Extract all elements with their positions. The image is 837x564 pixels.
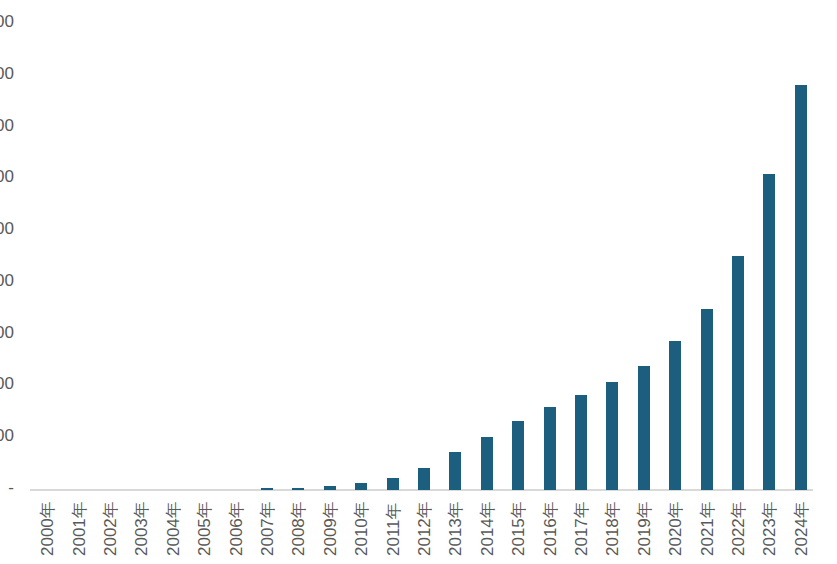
bar-2014年 bbox=[481, 437, 493, 490]
y-axis-tick-label: 00 bbox=[0, 11, 14, 33]
bar-2024年 bbox=[795, 85, 807, 490]
x-axis-tick-label: 2022年 bbox=[730, 501, 748, 556]
bar-2008年 bbox=[292, 488, 304, 490]
x-axis-tick-label: 2002年 bbox=[102, 501, 120, 556]
bar-2007年 bbox=[261, 488, 273, 490]
y-axis-tick-label: 00 bbox=[0, 166, 14, 188]
x-axis-tick-label: 2000年 bbox=[39, 501, 57, 556]
y-axis-tick-label: - bbox=[0, 477, 14, 499]
x-axis-tick-label: 2016年 bbox=[542, 501, 560, 556]
x-axis-tick-label: 2009年 bbox=[322, 501, 340, 556]
x-axis-tick-label: 2010年 bbox=[353, 501, 371, 556]
x-axis-tick-label: 2006年 bbox=[228, 501, 246, 556]
bar-2009年 bbox=[324, 486, 336, 490]
x-axis-tick-label: 2017年 bbox=[573, 501, 591, 556]
bar-2019年 bbox=[638, 366, 650, 490]
x-axis-tick-label: 2014年 bbox=[479, 501, 497, 556]
y-axis-tick-label: 00 bbox=[0, 218, 14, 240]
x-axis-tick-label: 2005年 bbox=[196, 501, 214, 556]
x-axis-tick-label: 2003年 bbox=[133, 501, 151, 556]
bar-2016年 bbox=[544, 407, 556, 490]
bar-2020年 bbox=[669, 341, 681, 490]
x-axis-tick-label: 2020年 bbox=[667, 501, 685, 556]
bar-2015年 bbox=[512, 421, 524, 490]
bar-2023年 bbox=[763, 174, 775, 490]
y-axis-tick-label: 00 bbox=[0, 322, 14, 344]
x-axis-tick-label: 2015年 bbox=[510, 501, 528, 556]
x-axis-tick-label: 2018年 bbox=[604, 501, 622, 556]
bar-2010年 bbox=[355, 483, 367, 490]
x-axis-tick-label: 2023年 bbox=[761, 501, 779, 556]
x-axis-tick-label: 2004年 bbox=[165, 501, 183, 556]
y-axis-tick-label: 00 bbox=[0, 425, 14, 447]
bar-2017年 bbox=[575, 395, 587, 490]
x-axis-tick-label: 2021年 bbox=[699, 501, 717, 556]
y-axis-tick-label: 00 bbox=[0, 270, 14, 292]
bar-chart: 00 00 00 00 00 00 00 00 00 - 2000年 2001年 2002年 2003年… bbox=[0, 0, 837, 564]
x-axis-tick-label: 2019年 bbox=[636, 501, 654, 556]
bar-2011年 bbox=[387, 478, 399, 490]
x-axis-tick-label: 2008年 bbox=[290, 501, 308, 556]
x-axis-tick-label: 2011年 bbox=[385, 502, 403, 556]
bar-2018年 bbox=[606, 382, 618, 490]
x-axis-tick-label: 2007年 bbox=[259, 501, 277, 556]
bar-2022年 bbox=[732, 256, 744, 490]
y-axis-tick-label: 00 bbox=[0, 63, 14, 85]
y-axis-tick-label: 00 bbox=[0, 373, 14, 395]
x-axis-tick-label: 2012年 bbox=[416, 501, 434, 556]
y-axis-tick-label: 00 bbox=[0, 115, 14, 137]
bar-2012年 bbox=[418, 468, 430, 490]
bar-2013年 bbox=[449, 452, 461, 490]
x-axis-tick-label: 2024年 bbox=[793, 501, 811, 556]
bar-2021年 bbox=[701, 309, 713, 490]
x-axis-tick-label: 2001年 bbox=[71, 501, 89, 556]
x-axis-tick-label: 2013年 bbox=[447, 501, 465, 556]
